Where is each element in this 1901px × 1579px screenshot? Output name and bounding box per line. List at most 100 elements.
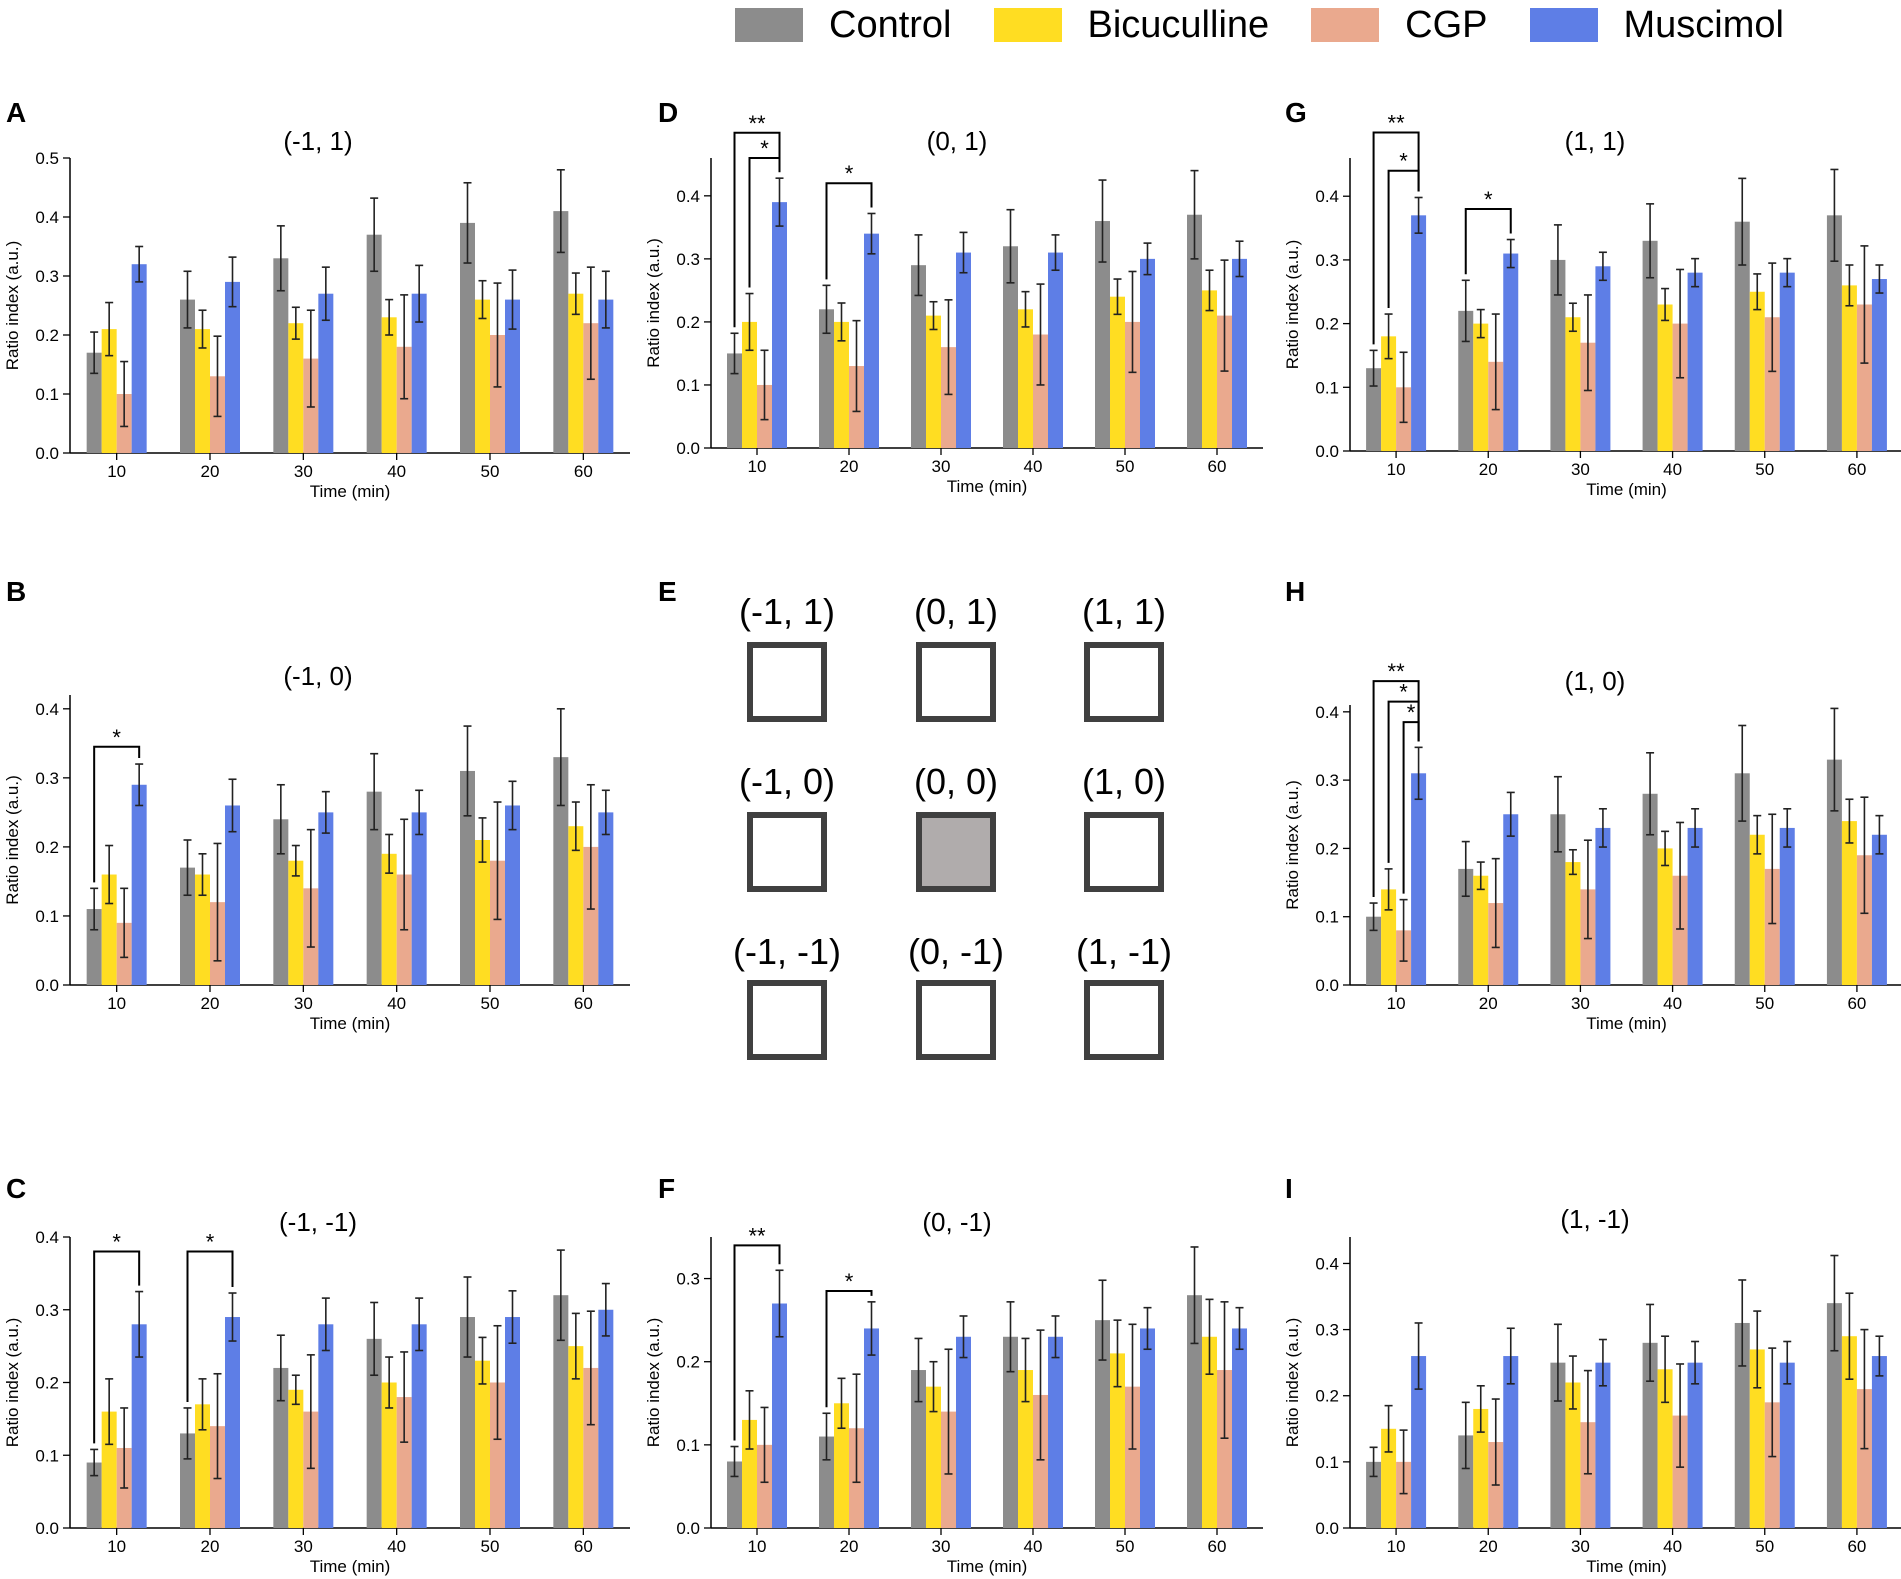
grid-cell — [747, 980, 827, 1060]
significance-marker: * — [1407, 700, 1416, 725]
bar-cgp — [490, 1382, 505, 1528]
x-axis-label: Time (min) — [310, 1014, 391, 1033]
bar-control — [727, 353, 742, 448]
bar-muscimol — [1871, 1356, 1887, 1528]
bar-control — [86, 352, 102, 453]
bar-control — [1003, 1336, 1018, 1528]
bar-control — [366, 791, 382, 985]
bar-control — [727, 1461, 742, 1528]
x-tick-label: 60 — [1208, 1537, 1227, 1556]
bar-control — [366, 234, 382, 453]
bar-muscimol — [1779, 827, 1795, 985]
bar-muscimol — [411, 293, 427, 453]
y-tick-label: 0.2 — [1315, 315, 1339, 334]
significance-bracket — [1464, 207, 1512, 275]
x-axis-label: Time (min) — [310, 1557, 391, 1576]
bar-control — [273, 258, 289, 453]
bar-bicuculline — [742, 321, 757, 448]
significance-marker: * — [845, 1269, 854, 1294]
grid-cell-label: (1, 1) — [1082, 591, 1166, 632]
bar-bicuculline — [1565, 862, 1581, 985]
grid-diagram: E (-1, 1) (0, 1) (1, 1) (-1, 0) (0, 0) (1, 0) (… — [658, 576, 1172, 1060]
x-tick-label: 60 — [574, 462, 593, 481]
x-axis-label: Time (min) — [1586, 1557, 1667, 1576]
y-tick-label: 0.4 — [1315, 1254, 1339, 1273]
significance-marker: * — [206, 1230, 215, 1255]
significance-bracket — [1372, 131, 1420, 345]
x-axis-label: Time (min) — [1586, 1014, 1667, 1033]
significance-bracket — [93, 745, 141, 883]
bar-control — [1458, 310, 1474, 451]
y-tick-label: 0.1 — [1315, 378, 1339, 397]
bar-cgp — [490, 335, 505, 453]
bar-cgp — [757, 1444, 772, 1528]
x-tick-label: 30 — [932, 1537, 951, 1556]
y-axis-label: Ratio index (a.u.) — [3, 1318, 22, 1447]
bar-muscimol — [1048, 1336, 1063, 1528]
y-tick-label: 0.0 — [35, 1519, 59, 1538]
bar-control — [1187, 214, 1202, 448]
legend-swatch-cgp — [1311, 8, 1380, 42]
bar-bicuculline — [101, 874, 117, 985]
panel-letter: I — [1285, 1173, 1293, 1204]
bar-bicuculline — [288, 323, 304, 453]
bar-cgp — [1033, 1394, 1048, 1528]
x-tick-label: 40 — [387, 994, 406, 1013]
bar-bicuculline — [1473, 323, 1489, 451]
panel-letter: H — [1285, 576, 1305, 607]
bar-control — [86, 1462, 102, 1528]
bar-cgp — [1856, 304, 1872, 451]
grid-cell-center — [916, 812, 996, 892]
bar-cgp — [1764, 868, 1780, 985]
bar-cgp — [490, 860, 505, 985]
bar-bicuculline — [1381, 889, 1397, 985]
bar-muscimol — [1595, 266, 1611, 451]
bar-cgp — [1580, 1422, 1596, 1528]
x-tick-label: 30 — [932, 457, 951, 476]
y-tick-label: 0.2 — [1315, 1387, 1339, 1406]
chart-title: (0, 1) — [927, 126, 988, 156]
bar-muscimol — [1232, 1328, 1247, 1528]
y-tick-label: 0.0 — [35, 444, 59, 463]
grid-cell — [1084, 642, 1164, 722]
bar-cgp — [303, 1411, 319, 1528]
bar-bicuculline — [1565, 317, 1581, 451]
bar-control — [911, 265, 926, 448]
bar-bicuculline — [1018, 309, 1033, 448]
y-axis-label: Ratio index (a.u.) — [3, 241, 22, 370]
bar-bicuculline — [1473, 1408, 1489, 1528]
y-axis-label: Ratio index (a.u.) — [1283, 1318, 1302, 1447]
bar-control — [460, 222, 475, 453]
bar-cgp — [1764, 1402, 1780, 1528]
significance-bracket — [825, 1290, 873, 1408]
y-axis-label: Ratio index (a.u.) — [1283, 780, 1302, 909]
bar-muscimol — [1503, 253, 1519, 451]
bar-control — [1187, 1295, 1202, 1528]
bar-control — [1550, 1362, 1566, 1528]
x-tick-label: 50 — [1755, 460, 1774, 479]
x-tick-label: 30 — [1571, 460, 1590, 479]
x-tick-label: 30 — [294, 1537, 313, 1556]
bar-control — [1734, 773, 1750, 985]
x-tick-label: 20 — [201, 1537, 220, 1556]
bar-muscimol — [772, 1303, 787, 1528]
grid-cell — [747, 812, 827, 892]
bar-control — [1826, 1303, 1842, 1528]
x-axis-label: Time (min) — [947, 477, 1028, 496]
y-tick-label: 0.0 — [676, 1519, 700, 1538]
bar-cgp — [1396, 1461, 1412, 1528]
chart-panel-b: B (-1, 0) 0.0 0.1 0.2 0.3 0.4 Ratio index (a.u.… — [3, 576, 630, 1033]
bar-muscimol — [864, 233, 879, 448]
bar-control — [553, 757, 569, 985]
bar-cgp — [1672, 1415, 1688, 1528]
x-tick-label: 60 — [1847, 1537, 1866, 1556]
legend: Control Bicuculline CGP Muscimol — [735, 0, 1826, 50]
chart-panel-d: D (0, 1) 0.0 0.1 0.2 0.3 0.4 Ratio index (a.u.)… — [644, 97, 1263, 496]
grid-cell — [1084, 812, 1164, 892]
bar-muscimol — [1503, 1356, 1519, 1528]
bar-bicuculline — [1841, 1336, 1857, 1528]
significance-marker: * — [760, 136, 769, 161]
bar-muscimol — [1687, 1362, 1703, 1528]
x-tick-label: 60 — [1847, 994, 1866, 1013]
bar-muscimol — [1048, 252, 1063, 448]
